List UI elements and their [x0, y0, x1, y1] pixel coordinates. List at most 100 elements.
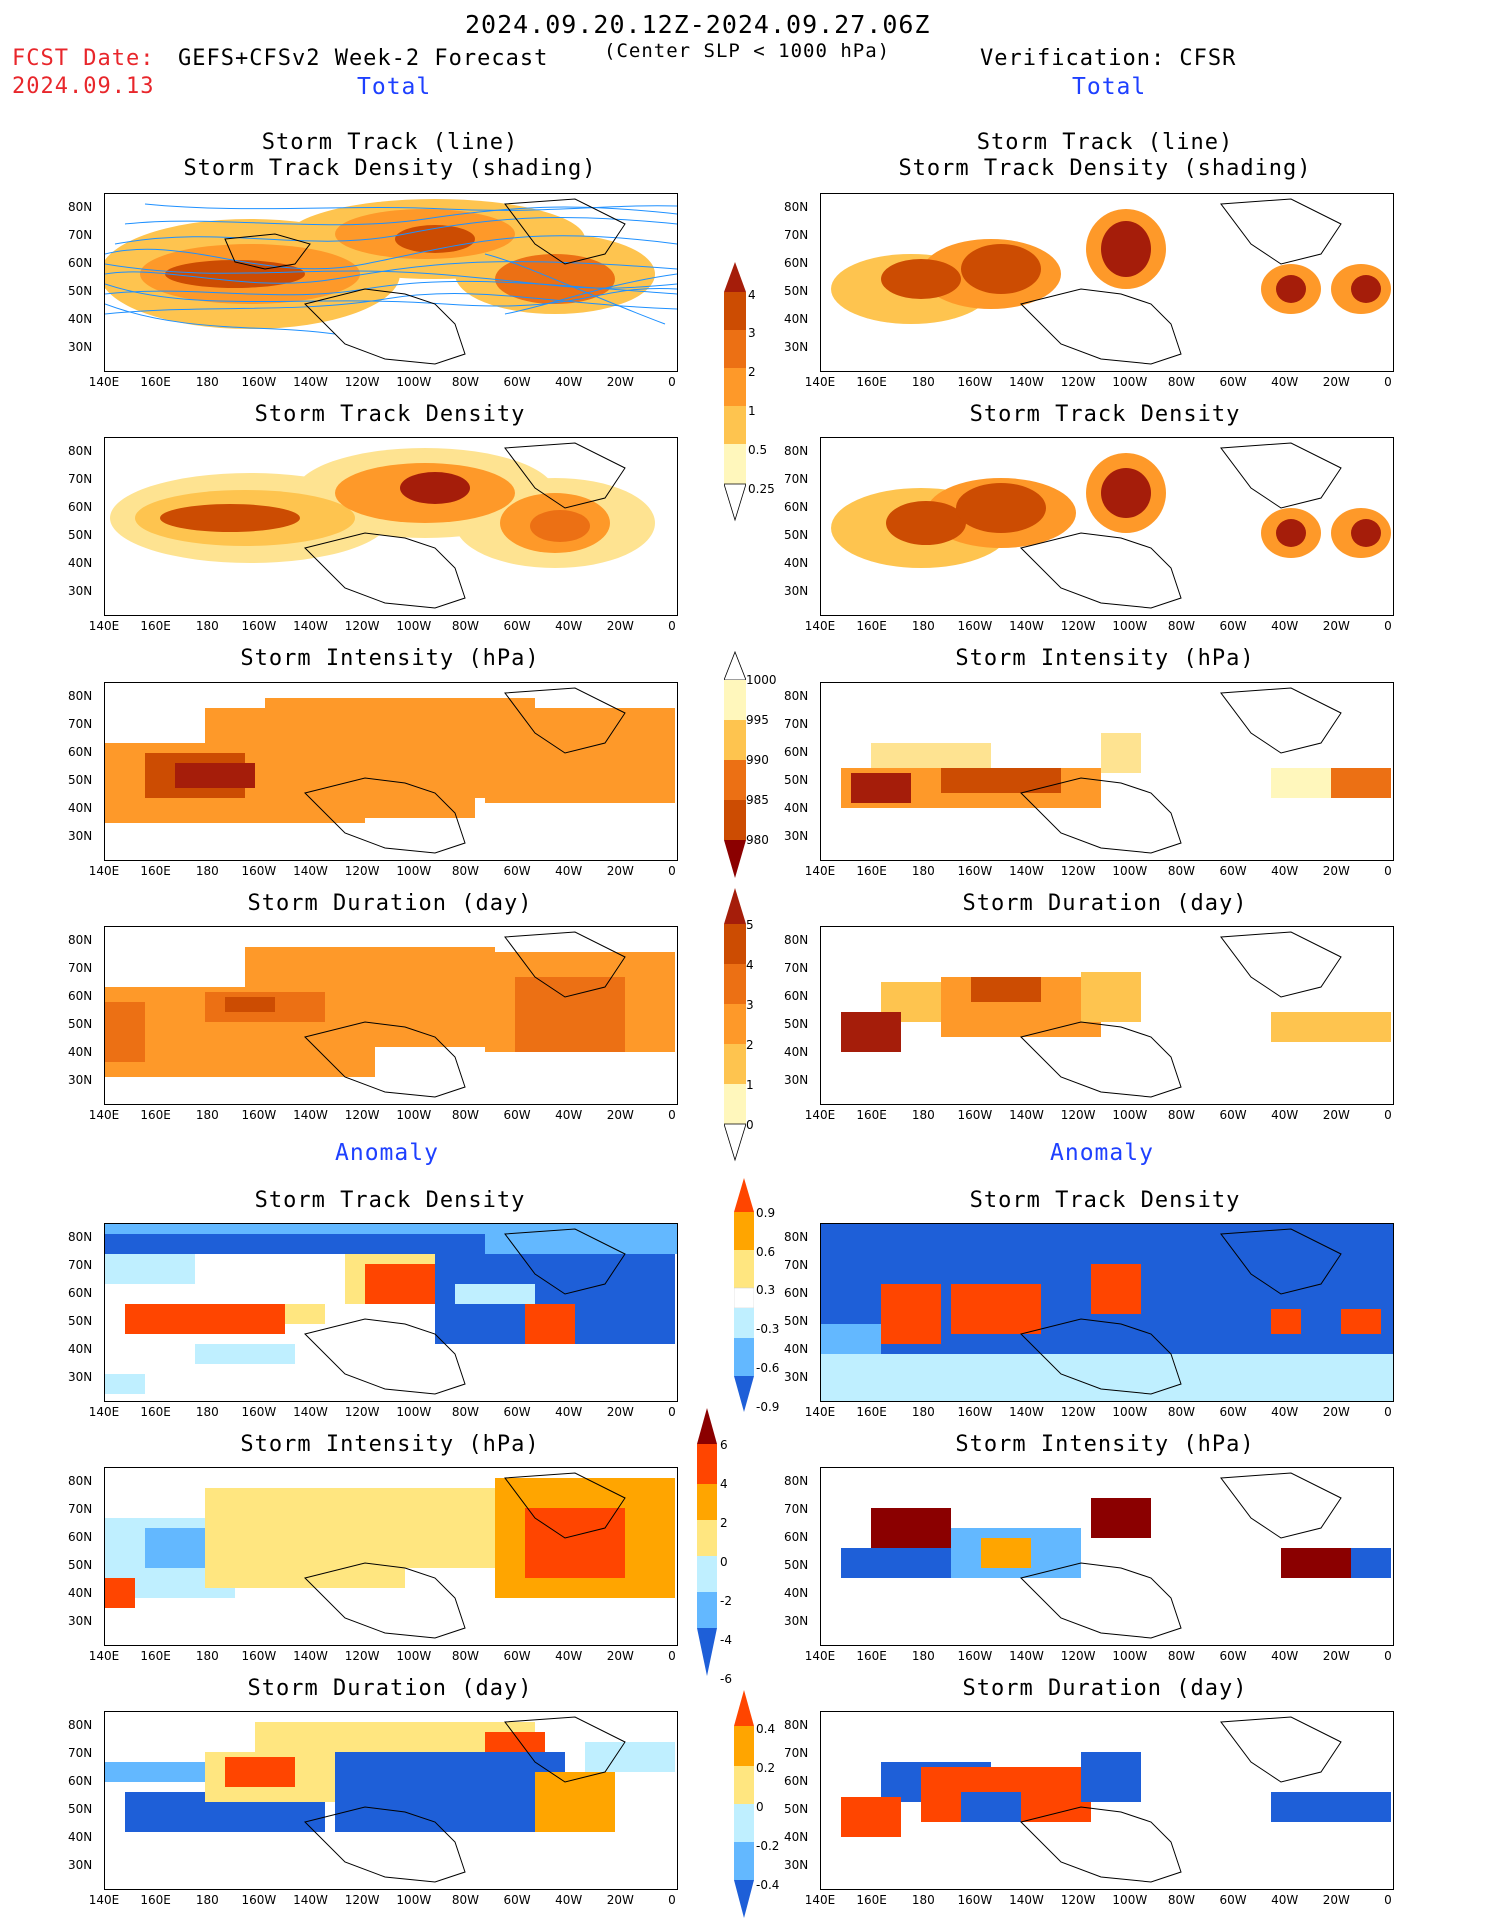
lon-tick-label: 40W: [1271, 1108, 1299, 1122]
title-l3-intensity: Storm Intensity (hPa): [240, 646, 540, 671]
lon-tick-label: 40W: [555, 1649, 583, 1663]
lon-tick-label: 20W: [1322, 1405, 1350, 1419]
lon-tick-label: 80W: [451, 619, 480, 633]
lon-tick-label: 40W: [555, 864, 583, 878]
lon-tick-label: 60W: [503, 1893, 531, 1907]
lon-tick-label: 160W: [241, 1405, 277, 1419]
lon-tick-label: 140E: [804, 1893, 836, 1907]
title-l4-duration: Storm Duration (day): [247, 891, 533, 916]
map-svg: [105, 1472, 675, 1639]
map-svg: [105, 931, 675, 1098]
colorbar-duration-total-svg: [723, 888, 747, 1162]
lon-tick-label: 40W: [1271, 619, 1299, 633]
lon-tick-label: 140E: [88, 1405, 120, 1419]
lat-tick-label: 40N: [68, 801, 93, 815]
lon-tick-label: 0: [668, 619, 676, 633]
cb-intensity-anom-4: 0: [720, 1555, 728, 1569]
lon-tick-label: 100W: [1112, 864, 1148, 878]
cb-duration-anom-2: 0.2: [756, 1761, 776, 1775]
lon-tick-label: 120W: [344, 619, 380, 633]
lon-tick-label: 80W: [451, 1649, 480, 1663]
lat-tick-label: 50N: [68, 528, 93, 542]
map-r7-duration-anom-cfsr: [820, 1711, 1394, 1890]
lon-tick-label: 40W: [555, 619, 583, 633]
colorbar-intensity-total: [723, 650, 747, 884]
colorbar-duration-anom-svg: [734, 1690, 754, 1918]
map-svg: [105, 687, 675, 854]
cb-density-anom-5: -0.6: [756, 1361, 780, 1375]
lat-tick-label: 30N: [68, 584, 93, 598]
lon-tick-label: 120W: [1060, 864, 1096, 878]
map-r6-intensity-anom-cfsr: [820, 1467, 1394, 1646]
title-r1-track-line: Storm Track (line): [976, 130, 1234, 155]
lon-tick-label: 0: [1384, 864, 1392, 878]
lon-tick-label: 120W: [1060, 1893, 1096, 1907]
cb-intensity-anom-7: -6: [720, 1672, 732, 1686]
lon-tick-label: 160E: [856, 864, 887, 878]
lon-tick-label: 160W: [241, 619, 277, 633]
lon-tick-label: 160E: [140, 1108, 171, 1122]
lon-tick-label: 80W: [451, 864, 480, 878]
map-l1-track-density-forecast: [104, 193, 678, 372]
lat-tick-label: 50N: [784, 1314, 809, 1328]
lon-tick-label: 40W: [1271, 864, 1299, 878]
lon-tick-label: 40W: [555, 375, 583, 389]
lon-tick-label: 60W: [1219, 1108, 1247, 1122]
criterion-label: (Center SLP < 1000 hPa): [604, 40, 891, 62]
lon-tick-label: 140W: [1009, 1405, 1044, 1419]
lat-tick-label: 80N: [784, 933, 809, 947]
lat-tick-label: 30N: [784, 1614, 809, 1628]
lon-tick-label: 60W: [503, 1405, 531, 1419]
lat-tick-label: 30N: [784, 1370, 809, 1384]
lon-tick-label: 100W: [1112, 1108, 1148, 1122]
lon-tick-label: 180: [911, 1649, 935, 1663]
title-r1-track-shading: Storm Track Density (shading): [898, 156, 1312, 181]
lat-tick-label: 50N: [68, 284, 93, 298]
lon-tick-label: 20W: [1322, 864, 1350, 878]
cb-density-total-6: 0.25: [748, 482, 775, 496]
cb-duration-anom-4: -0.2: [756, 1839, 780, 1853]
cb-duration-total-4: 2: [746, 1038, 754, 1052]
lat-tick-label: 30N: [68, 1073, 93, 1087]
cb-density-anom-4: -0.3: [756, 1322, 780, 1336]
map-svg: [841, 687, 1391, 854]
title-l7-duration-anom: Storm Duration (day): [247, 1676, 533, 1701]
lon-tick-label: 60W: [503, 619, 531, 633]
lat-tick-label: 80N: [68, 933, 93, 947]
lat-tick-label: 60N: [784, 1530, 809, 1544]
lat-tick-label: 70N: [68, 228, 93, 242]
lat-tick-label: 80N: [784, 200, 809, 214]
colorbar-intensity-total-svg: [723, 650, 747, 878]
colorbar-density-anom-svg: [733, 1178, 755, 1412]
lat-tick-label: 30N: [784, 1858, 809, 1872]
lon-tick-label: 140E: [804, 375, 836, 389]
lon-tick-label: 100W: [396, 1405, 432, 1419]
map-svg: [110, 442, 655, 609]
lon-tick-label: 80W: [1167, 1893, 1196, 1907]
lon-tick-label: 0: [668, 375, 676, 389]
lon-tick-label: 100W: [396, 375, 432, 389]
lon-tick-label: 80W: [1167, 1649, 1196, 1663]
map-l7-duration-anom-forecast: [104, 1711, 678, 1890]
lat-tick-label: 60N: [784, 1774, 809, 1788]
lat-tick-label: 60N: [68, 989, 93, 1003]
map-l4-duration-forecast: [104, 926, 678, 1105]
lon-tick-label: 20W: [606, 1649, 634, 1663]
lat-tick-label: 80N: [784, 689, 809, 703]
lat-tick-label: 60N: [68, 500, 93, 514]
lon-tick-label: 0: [1384, 1108, 1392, 1122]
lon-tick-label: 100W: [1112, 1893, 1148, 1907]
lon-tick-label: 140W: [1009, 1649, 1044, 1663]
section-anomaly-left: Anomaly: [335, 1140, 439, 1166]
lon-tick-label: 160E: [856, 1893, 887, 1907]
lon-tick-label: 60W: [1219, 1893, 1247, 1907]
colorbar-duration-total: [723, 888, 747, 1167]
lon-tick-label: 60W: [503, 864, 531, 878]
fcst-date: 2024.09.13: [12, 74, 155, 99]
title-l1-track-line: Storm Track (line): [261, 130, 519, 155]
lat-tick-label: 70N: [784, 961, 809, 975]
lon-tick-label: 80W: [1167, 375, 1196, 389]
lon-tick-label: 20W: [606, 1893, 634, 1907]
lon-tick-label: 60W: [1219, 864, 1247, 878]
map-r2-density-cfsr: [820, 437, 1394, 616]
